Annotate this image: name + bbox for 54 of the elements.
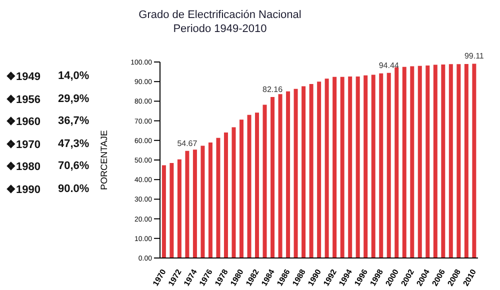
bar xyxy=(208,142,212,258)
bar xyxy=(200,146,205,258)
bar xyxy=(216,138,220,258)
text: ❖1956 29,9% xyxy=(6,92,90,106)
bar xyxy=(192,150,197,258)
bar xyxy=(441,64,446,258)
bar xyxy=(185,150,190,258)
bar xyxy=(332,76,337,258)
bar xyxy=(232,127,236,258)
bar xyxy=(371,74,376,258)
bar xyxy=(394,67,399,258)
bar xyxy=(270,96,275,258)
bar xyxy=(224,132,228,258)
data-label: 99.11 xyxy=(464,52,484,61)
bar xyxy=(348,76,352,258)
bar xyxy=(170,162,174,258)
data-label: 94.44 xyxy=(378,60,400,70)
bar xyxy=(340,76,344,258)
bar xyxy=(410,66,414,258)
bar xyxy=(386,72,391,258)
bar xyxy=(177,159,182,258)
text: ❖1990 90.0% xyxy=(6,182,90,196)
bar xyxy=(464,64,468,258)
bar xyxy=(247,114,252,258)
bar xyxy=(162,165,166,258)
bar xyxy=(317,82,322,258)
bar xyxy=(364,75,368,258)
bar xyxy=(255,112,260,258)
bar xyxy=(240,120,244,258)
chart-subtitle: Periodo 1949-2010 xyxy=(172,22,268,36)
data-label: 54.67 xyxy=(177,138,198,148)
y-axis-title: PORCENTAJE xyxy=(99,130,110,190)
bar xyxy=(309,84,314,258)
bar xyxy=(402,66,406,258)
bar xyxy=(379,73,384,258)
bar xyxy=(418,66,422,258)
text: ❖1980 70,6% xyxy=(6,160,90,173)
bar xyxy=(356,76,360,258)
bar xyxy=(262,104,267,258)
bar xyxy=(433,64,438,258)
chart-title: Grado de Electrificación Nacional xyxy=(138,8,302,22)
bar xyxy=(448,64,453,258)
bar xyxy=(456,64,461,258)
bar xyxy=(278,94,282,258)
bar xyxy=(294,88,298,258)
text: ❖1960 36,7% xyxy=(6,115,90,128)
bar xyxy=(426,66,430,258)
text: ❖1949 14,0% xyxy=(6,70,90,83)
bar xyxy=(324,78,329,258)
bar xyxy=(286,91,290,258)
bar xyxy=(472,64,476,258)
bar xyxy=(302,86,306,258)
data-label: 82.16 xyxy=(262,84,284,94)
text: ❖1970 47,3% xyxy=(6,138,90,150)
